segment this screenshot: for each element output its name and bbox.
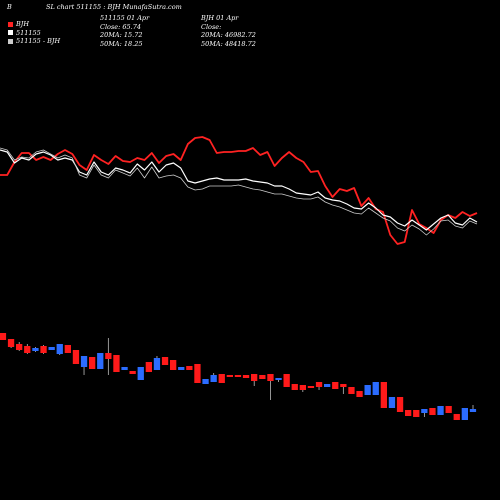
series-line-1 <box>0 149 478 231</box>
candle-body <box>64 345 71 353</box>
stats-line: 20MA: 15.72 <box>100 31 143 39</box>
stats-line: 511155 01 Apr <box>100 14 150 22</box>
candle-body <box>413 410 420 417</box>
candle-body <box>437 406 444 415</box>
candle-body <box>356 391 363 397</box>
stats-line: 20MA: 46982.72 <box>201 31 256 39</box>
legend-label: BJH <box>16 20 30 28</box>
candle-body <box>48 347 55 350</box>
corner-label: B <box>7 3 12 11</box>
legend-label: 511155 <box>16 28 41 37</box>
candle-body <box>388 397 396 408</box>
stats-line: BJH 01 Apr <box>201 14 239 22</box>
candle-body <box>0 333 7 340</box>
candle-body <box>469 409 477 412</box>
candle-body <box>178 367 185 370</box>
candle-body <box>324 384 331 387</box>
candle-body <box>105 353 112 359</box>
candle-body <box>461 408 468 420</box>
candle-body <box>161 357 169 365</box>
stats-block-bjh: BJH 01 Apr Close: 20MA: 46982.72 50MA: 4… <box>201 14 256 48</box>
candle-body <box>340 384 347 387</box>
series-line-2 <box>0 147 478 236</box>
legend-swatch-white-icon <box>8 30 13 36</box>
candle-body <box>153 358 161 370</box>
series-line-0 <box>0 136 478 245</box>
candle-body <box>24 346 31 353</box>
candle-body <box>291 384 298 390</box>
candle-body <box>80 356 88 367</box>
legend-label: 511155 - BJH <box>16 37 61 45</box>
legend: BJH 511155 511155 - BJH <box>8 20 60 46</box>
candle-body <box>421 409 428 413</box>
candle-body <box>210 375 217 382</box>
candle-body <box>299 385 306 390</box>
candle-body <box>242 375 250 378</box>
candle-body <box>364 385 371 395</box>
candle-body <box>275 378 282 380</box>
candle-body <box>315 382 323 387</box>
candle-body <box>348 387 355 394</box>
candle-body <box>405 410 412 416</box>
candle-body <box>445 406 452 413</box>
candle-body <box>170 360 177 370</box>
legend-item-ratio: 511155 - BJH <box>8 37 60 46</box>
candle-body <box>16 344 23 350</box>
candle-body <box>202 379 209 384</box>
legend-swatch-red-icon <box>8 21 13 27</box>
candle-body <box>307 386 315 388</box>
candle-body <box>234 375 242 377</box>
candle-body <box>259 375 266 379</box>
stats-line: 50MA: 48418.72 <box>201 39 256 48</box>
candle-body <box>218 374 225 383</box>
candle-body <box>453 414 460 420</box>
candle-body <box>72 350 80 364</box>
candle-body <box>372 382 379 395</box>
candle-body <box>145 362 152 372</box>
candle-body <box>332 382 339 389</box>
candle-body <box>396 397 404 412</box>
legend-item-511155: 511155 <box>8 29 60 38</box>
stats-line: 50MA: 18.25 <box>100 39 143 48</box>
candle-body <box>97 353 104 369</box>
candle-body <box>283 374 290 387</box>
legend-item-bjh: BJH <box>8 20 60 29</box>
candle-body <box>380 382 387 408</box>
candle-body <box>121 367 128 370</box>
candle-body <box>89 357 96 369</box>
candle-body <box>251 374 258 381</box>
candle-body <box>56 344 63 354</box>
chart-title: SL chart 511155 : BJH MunafaSutra.com <box>46 3 182 11</box>
candle-body <box>129 371 136 374</box>
stats-line: Close: <box>201 22 222 31</box>
candle-body <box>40 346 47 353</box>
legend-swatch-grey-icon <box>8 38 13 44</box>
candle-body <box>7 339 15 347</box>
candle-body <box>267 374 274 381</box>
candlestick-chart <box>0 333 477 420</box>
stats-line: Close: 65.74 <box>100 22 142 31</box>
candle-body <box>194 364 201 383</box>
candle-body <box>186 366 193 370</box>
line-chart <box>0 136 478 245</box>
candle-body <box>32 348 39 351</box>
stats-block-511155: 511155 01 Apr Close: 65.74 20MA: 15.72 5… <box>100 14 149 48</box>
candle-body <box>429 408 436 415</box>
candle-body <box>113 355 120 372</box>
candle-body <box>137 367 144 380</box>
candle-body <box>226 375 233 377</box>
